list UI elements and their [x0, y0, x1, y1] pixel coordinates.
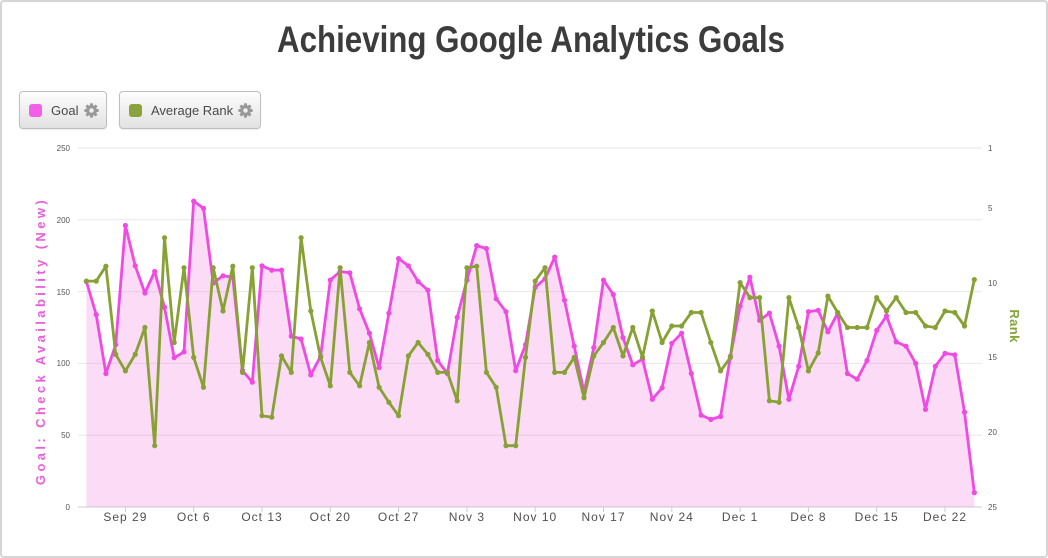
svg-text:Oct 20: Oct 20 — [310, 510, 351, 524]
svg-text:Nov 17: Nov 17 — [581, 510, 625, 524]
svg-text:20: 20 — [988, 428, 997, 437]
svg-text:Goal: Check Availability (New): Goal: Check Availability (New) — [33, 197, 48, 485]
svg-text:Oct 6: Oct 6 — [177, 510, 211, 524]
svg-text:Oct 13: Oct 13 — [241, 510, 282, 524]
svg-text:Dec 15: Dec 15 — [855, 510, 899, 524]
svg-text:25: 25 — [988, 503, 997, 512]
svg-text:50: 50 — [61, 431, 70, 440]
svg-text:Nov 24: Nov 24 — [650, 510, 694, 524]
svg-text:Dec 22: Dec 22 — [923, 510, 967, 524]
svg-text:200: 200 — [57, 216, 71, 225]
svg-text:Nov 10: Nov 10 — [513, 510, 557, 524]
svg-text:250: 250 — [57, 144, 71, 153]
svg-text:15: 15 — [988, 353, 997, 362]
svg-text:1: 1 — [988, 144, 993, 153]
svg-text:Dec 8: Dec 8 — [790, 510, 826, 524]
svg-text:150: 150 — [57, 288, 71, 297]
svg-text:Nov 3: Nov 3 — [449, 510, 485, 524]
svg-text:Rank: Rank — [1007, 309, 1022, 343]
svg-text:Sep 29: Sep 29 — [103, 510, 147, 524]
svg-text:0: 0 — [66, 503, 71, 512]
svg-text:Oct 27: Oct 27 — [378, 510, 419, 524]
svg-text:10: 10 — [988, 279, 997, 288]
svg-text:100: 100 — [57, 359, 71, 368]
svg-text:5: 5 — [988, 204, 993, 213]
svg-text:Dec 1: Dec 1 — [722, 510, 758, 524]
